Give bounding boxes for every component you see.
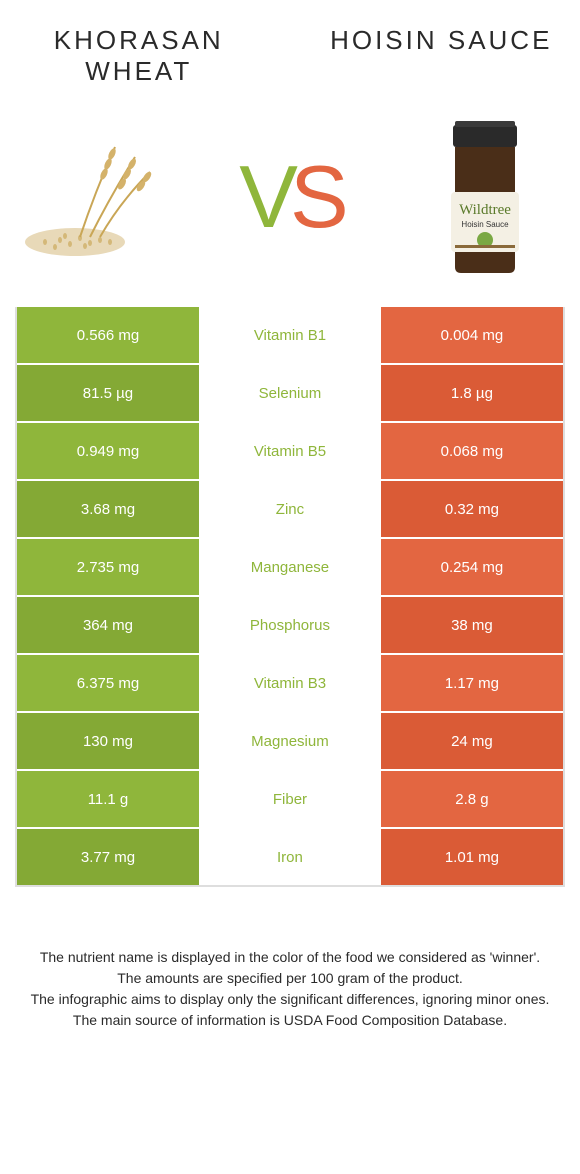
footer-line-2: The amounts are specified per 100 gram o… xyxy=(25,968,555,989)
vs-v: V xyxy=(239,147,290,246)
cell-nutrient-name: Vitamin B1 xyxy=(199,307,381,363)
cell-right-value: 0.068 mg xyxy=(381,423,563,479)
cell-left-value: 2.735 mg xyxy=(17,539,199,595)
table-row: 11.1 gFiber2.8 g xyxy=(17,769,563,827)
cell-right-value: 1.8 µg xyxy=(381,365,563,421)
cell-right-value: 38 mg xyxy=(381,597,563,653)
cell-right-value: 0.254 mg xyxy=(381,539,563,595)
wheat-icon xyxy=(20,122,170,272)
footer-notes: The nutrient name is displayed in the co… xyxy=(15,947,565,1031)
cell-nutrient-name: Fiber xyxy=(199,771,381,827)
cell-left-value: 0.566 mg xyxy=(17,307,199,363)
table-row: 0.949 mgVitamin B50.068 mg xyxy=(17,421,563,479)
cell-right-value: 24 mg xyxy=(381,713,563,769)
vs-label: VS xyxy=(239,153,340,241)
cell-nutrient-name: Selenium xyxy=(199,365,381,421)
right-food-image: Wildtree Hoisin Sauce xyxy=(405,117,565,277)
cell-nutrient-name: Magnesium xyxy=(199,713,381,769)
footer-line-1: The nutrient name is displayed in the co… xyxy=(25,947,555,968)
cell-nutrient-name: Manganese xyxy=(199,539,381,595)
cell-left-value: 81.5 µg xyxy=(17,365,199,421)
footer-line-3: The infographic aims to display only the… xyxy=(25,989,555,1010)
nutrient-table: 0.566 mgVitamin B10.004 mg81.5 µgSeleniu… xyxy=(15,307,565,887)
footer-line-4: The main source of information is USDA F… xyxy=(25,1010,555,1031)
table-row: 2.735 mgManganese0.254 mg xyxy=(17,537,563,595)
table-row: 364 mgPhosphorus38 mg xyxy=(17,595,563,653)
cell-left-value: 0.949 mg xyxy=(17,423,199,479)
cell-right-value: 0.32 mg xyxy=(381,481,563,537)
jar-product-text: Hoisin Sauce xyxy=(461,220,509,229)
jar-icon: Wildtree Hoisin Sauce xyxy=(425,117,545,277)
cell-nutrient-name: Vitamin B5 xyxy=(199,423,381,479)
table-row: 3.68 mgZinc0.32 mg xyxy=(17,479,563,537)
title-right: Hoisin sauce xyxy=(318,25,566,87)
title-left: Khorasan wheat xyxy=(15,25,263,87)
table-row: 0.566 mgVitamin B10.004 mg xyxy=(17,307,563,363)
cell-nutrient-name: Vitamin B3 xyxy=(199,655,381,711)
jar-brand-text: Wildtree xyxy=(459,202,511,218)
cell-right-value: 0.004 mg xyxy=(381,307,563,363)
cell-right-value: 1.17 mg xyxy=(381,655,563,711)
images-row: VS Wildtree Hoisin Sauce xyxy=(15,117,565,277)
vs-s: S xyxy=(290,147,341,246)
cell-left-value: 3.77 mg xyxy=(17,829,199,885)
titles-row: Khorasan wheat Hoisin sauce xyxy=(15,25,565,87)
cell-right-value: 1.01 mg xyxy=(381,829,563,885)
cell-left-value: 11.1 g xyxy=(17,771,199,827)
cell-left-value: 6.375 mg xyxy=(17,655,199,711)
cell-nutrient-name: Iron xyxy=(199,829,381,885)
cell-nutrient-name: Phosphorus xyxy=(199,597,381,653)
cell-left-value: 130 mg xyxy=(17,713,199,769)
cell-left-value: 364 mg xyxy=(17,597,199,653)
table-row: 3.77 mgIron1.01 mg xyxy=(17,827,563,885)
cell-nutrient-name: Zinc xyxy=(199,481,381,537)
left-food-image xyxy=(15,117,175,277)
table-row: 130 mgMagnesium24 mg xyxy=(17,711,563,769)
cell-left-value: 3.68 mg xyxy=(17,481,199,537)
table-row: 6.375 mgVitamin B31.17 mg xyxy=(17,653,563,711)
cell-right-value: 2.8 g xyxy=(381,771,563,827)
table-row: 81.5 µgSelenium1.8 µg xyxy=(17,363,563,421)
